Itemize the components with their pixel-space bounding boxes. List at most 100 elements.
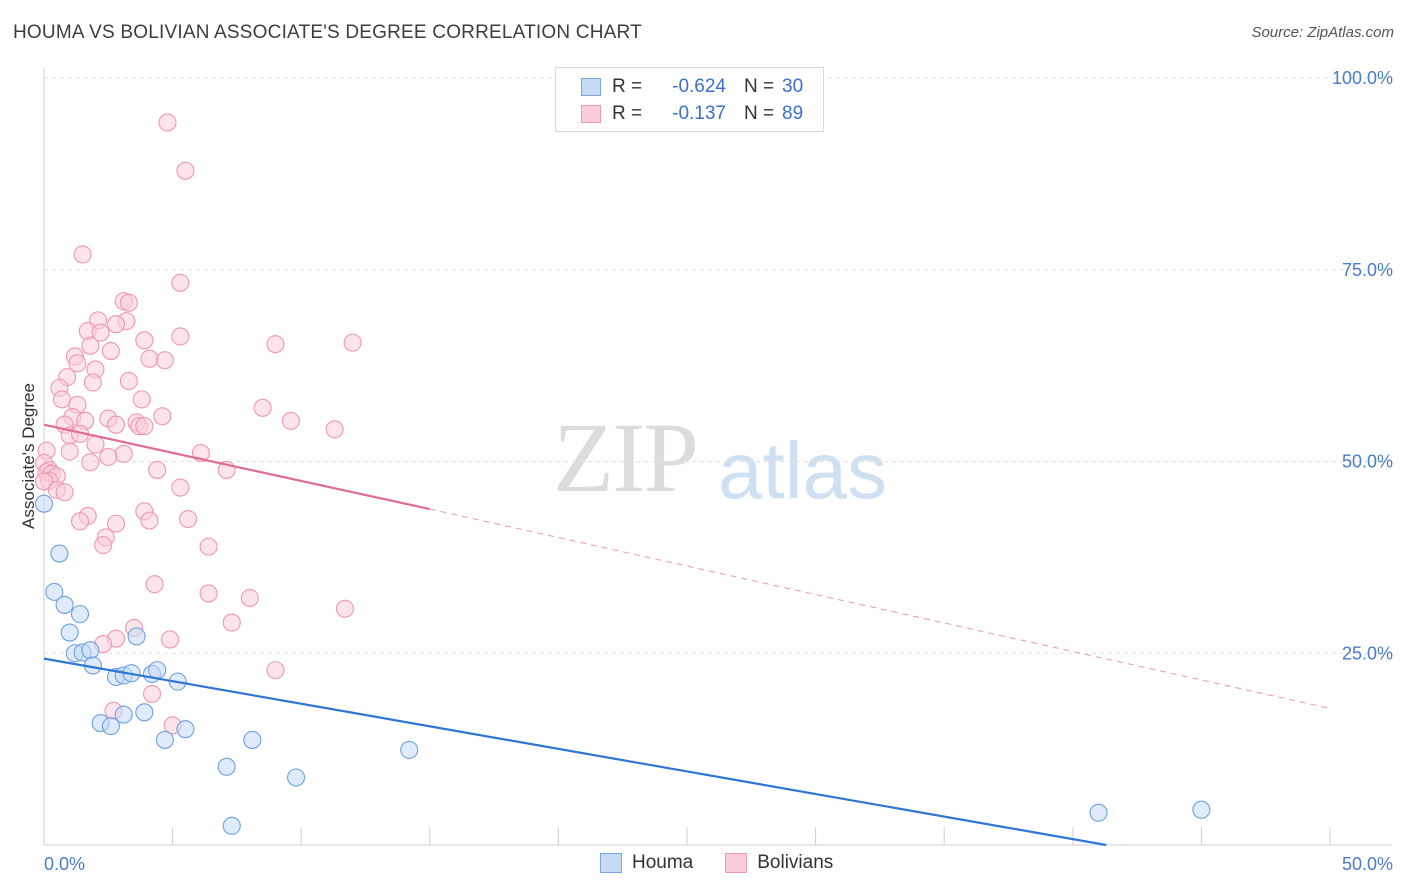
houma-point — [155, 730, 174, 749]
bolivians-point — [335, 599, 354, 618]
bolivians-point — [83, 373, 102, 392]
bolivians-swatch — [581, 105, 601, 123]
bolivians-point — [281, 411, 300, 430]
bolivians-point — [140, 511, 159, 530]
bolivians-point — [86, 435, 105, 454]
houma-point — [287, 768, 306, 787]
watermark-atlas: atlas — [718, 426, 887, 515]
legend-item-houma[interactable]: Houma — [600, 852, 693, 874]
houma-point — [50, 544, 69, 563]
houma-point — [217, 757, 236, 776]
watermark-zip: ZIP — [553, 402, 699, 513]
houma-legend-label: Houma — [632, 852, 694, 873]
houma-point — [243, 730, 262, 749]
bolivians-point — [99, 447, 118, 466]
y-tick-label: 75.0% — [1342, 260, 1393, 280]
chart-title: HOUMA VS BOLIVIAN ASSOCIATE'S DEGREE COR… — [13, 22, 642, 43]
bolivians-point — [119, 293, 138, 312]
houma-point — [176, 720, 195, 739]
bolivians-point — [253, 398, 272, 417]
series-legend: Houma Bolivians — [600, 852, 865, 874]
houma-point — [34, 494, 54, 513]
houma-points — [34, 494, 1211, 835]
houma-point — [55, 595, 74, 614]
houma-point — [148, 661, 167, 680]
bolivians-point — [222, 613, 241, 632]
bolivians-point — [325, 420, 344, 439]
legend-row-houma: R = -0.624 N = 30 — [581, 75, 803, 99]
y-tick-label: 50.0% — [1342, 452, 1393, 472]
bolivians-trend-line — [43, 423, 431, 511]
axes — [43, 68, 1392, 846]
x-tick-label-max: 50.0% — [1342, 854, 1393, 874]
bolivians-point — [171, 478, 190, 497]
r-value: -0.624 — [672, 76, 726, 97]
bolivians-point — [132, 390, 151, 409]
r-label: R = — [612, 76, 643, 97]
y-tick-label: 100.0% — [1332, 68, 1393, 88]
n-label: N = — [744, 76, 775, 97]
source-label: Source: ZipAtlas.com — [1251, 24, 1394, 41]
y-axis-title: Associate's Degree — [19, 383, 38, 529]
houma-point — [1192, 800, 1211, 819]
x-tick-label-min: 0.0% — [44, 854, 85, 874]
houma-point — [101, 717, 120, 736]
houma-point — [400, 740, 419, 759]
n-value: 30 — [782, 76, 804, 97]
houma-point — [1089, 803, 1108, 822]
bolivians-point — [142, 684, 162, 703]
bolivians-point — [101, 342, 120, 361]
houma-point — [45, 582, 64, 601]
bolivians-point — [119, 371, 138, 391]
bolivians-legend-label: Bolivians — [757, 852, 834, 873]
bolivians-point — [81, 453, 100, 472]
houma-point — [81, 641, 100, 660]
bolivians-point — [114, 444, 133, 463]
houma-point — [70, 605, 90, 624]
grid-lines — [44, 77, 1392, 654]
houma-trend-line — [43, 657, 1107, 847]
bolivians-trend-line-extension — [429, 508, 1331, 709]
bolivians-point — [60, 442, 79, 461]
bolivians-point — [148, 460, 167, 479]
legend-item-bolivians[interactable]: Bolivians — [725, 852, 833, 874]
bolivians-point — [106, 415, 126, 434]
bolivians-point — [106, 315, 126, 334]
bolivians-point — [135, 417, 154, 436]
bolivians-point — [158, 113, 177, 132]
bolivians-point — [145, 575, 164, 594]
bolivians-point — [52, 390, 72, 409]
y-tick-label: 25.0% — [1342, 643, 1393, 663]
houma-point — [222, 816, 241, 835]
legend-row-bolivians: R = -0.137 N = 89 — [581, 102, 803, 126]
bolivians-point — [55, 483, 74, 502]
houma-point — [127, 627, 146, 646]
bolivians-point — [155, 351, 174, 370]
houma-point — [114, 705, 133, 724]
bolivians-point — [343, 333, 362, 352]
axis-labels: 25.0% 50.0% 75.0% 100.0% 0.0% 50.0% Associate'… — [19, 68, 1393, 874]
bolivians-point — [94, 536, 113, 555]
bolivians-point — [240, 588, 259, 608]
r-label: R = — [612, 103, 643, 124]
bolivians-point — [160, 630, 180, 649]
bolivians-points — [34, 113, 362, 735]
bolivians-point — [199, 584, 218, 603]
bolivians-point — [106, 514, 126, 533]
bolivians-point — [140, 349, 159, 368]
bolivians-point — [266, 335, 285, 354]
bolivians-point — [153, 407, 172, 426]
bolivians-point — [176, 161, 195, 180]
bolivians-point — [178, 509, 198, 529]
bolivians-point — [91, 323, 110, 342]
n-label: N = — [744, 103, 775, 124]
bolivians-point — [171, 273, 190, 292]
bolivians-point — [68, 354, 87, 373]
bolivians-point — [199, 537, 218, 556]
correlation-legend: R = -0.624 N = 30 R = -0.137 N = 89 — [555, 67, 824, 132]
bolivians-point — [171, 327, 190, 346]
bolivians-legend-swatch — [725, 853, 748, 873]
bolivians-point — [73, 245, 92, 264]
bolivians-point — [70, 512, 90, 531]
